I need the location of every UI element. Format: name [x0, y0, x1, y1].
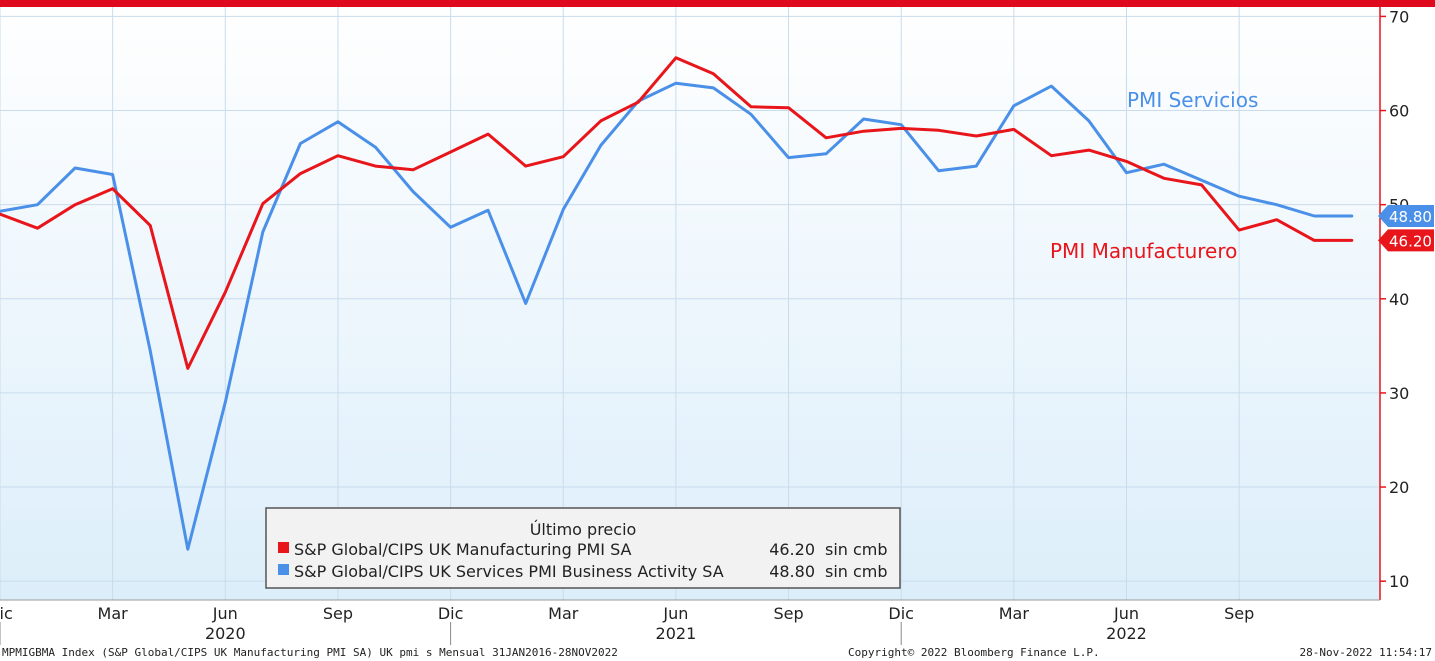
manufacturing-annotation: PMI Manufacturero — [1050, 239, 1237, 263]
legend-box — [265, 507, 901, 589]
x-year-label: 2022 — [1106, 624, 1147, 643]
y-tick-label: 30 — [1389, 384, 1409, 403]
footer-timestamp: 28-Nov-2022 11:54:17 — [1300, 646, 1432, 659]
plot-background — [0, 0, 1380, 600]
y-tick-label: 40 — [1389, 290, 1409, 309]
x-year-label: 2020 — [205, 624, 246, 643]
last-value-badges: 48.80 46.20 — [1378, 204, 1434, 252]
legend-name-manufacturing: S&P Global/CIPS UK Manufacturing PMI SA — [294, 540, 632, 559]
x-tick-label: Mar — [548, 604, 579, 623]
legend-swatch-manufacturing — [278, 542, 289, 553]
x-axis-ticks: Dic Mar Jun Sep Dic Mar Jun Sep Dic Mar Jun Sep 2020… — [0, 604, 1254, 645]
x-tick-label: Mar — [999, 604, 1030, 623]
x-tick-label: Mar — [98, 604, 129, 623]
legend-change-manufacturing: sin cmb — [825, 540, 888, 559]
x-tick-label: Dic — [888, 604, 914, 623]
x-year-label: 2021 — [656, 624, 697, 643]
manufacturing-last-value: 46.20 — [1389, 232, 1432, 250]
x-tick-label: Sep — [323, 604, 353, 623]
x-tick-label: Jun — [662, 604, 688, 623]
legend: Último precio S&P Global/CIPS UK Manufac… — [265, 507, 901, 589]
y-tick-label: 10 — [1389, 572, 1409, 591]
grid-lines — [0, 7, 1380, 600]
x-tick-label: Sep — [1224, 604, 1254, 623]
x-tick-label: Jun — [212, 604, 238, 623]
x-tick-label: Sep — [773, 604, 803, 623]
footer-source: MPMIGBMA Index (S&P Global/CIPS UK Manuf… — [2, 646, 618, 659]
x-tick-label: Jun — [1113, 604, 1139, 623]
manufacturing-last-value-badge: 46.20 — [1378, 229, 1434, 252]
y-tick-label: 70 — [1389, 7, 1409, 26]
footer-copyright: Copyright© 2022 Bloomberg Finance L.P. — [848, 646, 1100, 659]
services-annotation: PMI Servicios — [1127, 88, 1258, 112]
y-tick-label: 20 — [1389, 478, 1409, 497]
x-tick-label: Dic — [438, 604, 464, 623]
y-tick-label: 60 — [1389, 102, 1409, 121]
legend-title: Último precio — [530, 520, 637, 539]
series-lines — [0, 56, 1354, 551]
series-line — [0, 56, 1354, 370]
x-tick-label: Dic — [0, 604, 13, 623]
legend-value-services: 48.80 — [769, 562, 815, 581]
legend-value-manufacturing: 46.20 — [769, 540, 815, 559]
services-last-value: 48.80 — [1389, 208, 1432, 226]
y-axis-ticks: 10203040506070 — [1380, 7, 1409, 591]
series-line — [0, 81, 1354, 551]
services-last-value-badge: 48.80 — [1378, 204, 1434, 227]
legend-change-services: sin cmb — [825, 562, 888, 581]
top-bar — [0, 0, 1435, 7]
legend-swatch-services — [278, 564, 289, 575]
legend-name-services: S&P Global/CIPS UK Services PMI Business… — [294, 562, 724, 581]
